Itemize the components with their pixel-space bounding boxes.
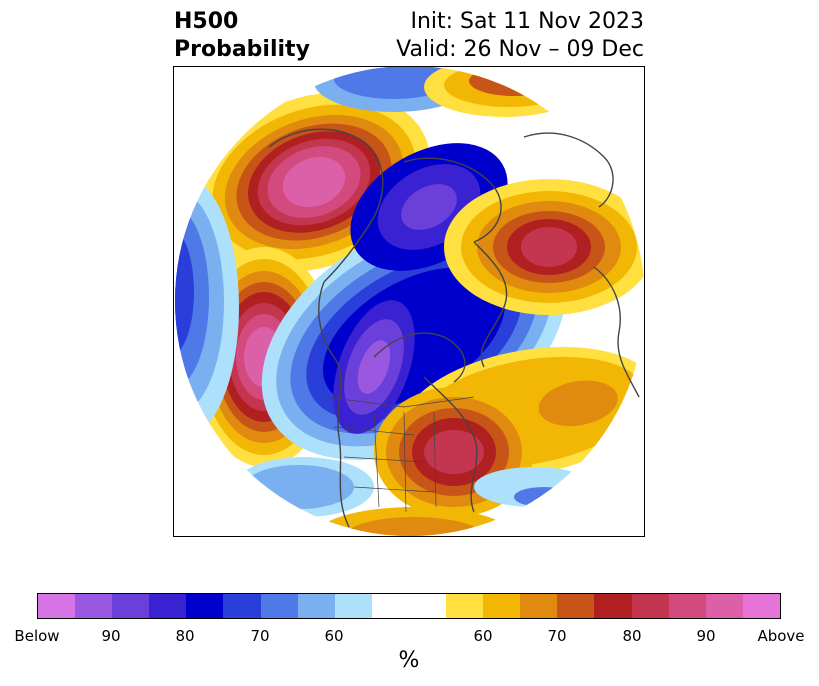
- colorbar-tick-above-90: 90: [696, 627, 716, 645]
- colorbar-segment-below-3: [149, 594, 187, 618]
- map-canvas: [175, 67, 644, 536]
- map-title: H500 Probability: [174, 8, 310, 64]
- colorbar-segment-above-1: [483, 594, 521, 618]
- colorbar-segment-neutral: [371, 594, 447, 618]
- anomaly-below-west-edge: [175, 177, 239, 437]
- colorbar-tick-below-80: 80: [175, 627, 195, 645]
- colorbar-segment-below-4: [186, 594, 224, 618]
- coastlines: [268, 128, 640, 528]
- colorbar-segment-above-2: [520, 594, 558, 618]
- colorbar-segment-above-5: [631, 594, 669, 618]
- colorbar-segment-above-8: [742, 594, 780, 618]
- title-variable: H500: [174, 9, 239, 34]
- anomaly-below-southeast: [474, 467, 594, 507]
- colorbar-segment-below-5: [223, 594, 261, 618]
- colorbar-tick-above: Above: [757, 627, 805, 645]
- colorbar-segment-above-4: [594, 594, 632, 618]
- colorbar-segment-below-6: [260, 594, 298, 618]
- colorbar-segment-above-3: [557, 594, 595, 618]
- colorbar-tick-above-80: 80: [622, 627, 642, 645]
- anomaly-above-europe: [444, 179, 644, 315]
- colorbar-tick-below-60: 60: [324, 627, 344, 645]
- colorbar-segment-below-1: [75, 594, 113, 618]
- anomaly-below-southwest: [234, 457, 374, 517]
- probability-fields: [175, 67, 644, 536]
- borders: [323, 396, 475, 513]
- colorbar-tick-below-90: 90: [101, 627, 121, 645]
- colorbar-tick-below-70: 70: [250, 627, 270, 645]
- colorbar-segment-above-6: [668, 594, 706, 618]
- colorbar-segment-above-0: [446, 594, 484, 618]
- probability-colorbar: [37, 593, 781, 619]
- colorbar-segment-above-7: [705, 594, 743, 618]
- colorbar-segment-below-8: [334, 594, 372, 618]
- probability-map: [173, 66, 645, 537]
- colorbar-unit: %: [398, 648, 420, 673]
- colorbar-segment-below-2: [112, 594, 150, 618]
- init-date: Init: Sat 11 Nov 2023: [410, 9, 644, 34]
- map-dates: Init: Sat 11 Nov 2023 Valid: 26 Nov – 09…: [396, 8, 644, 64]
- colorbar-tick-below: Below: [14, 627, 60, 645]
- colorbar-segment-below-7: [297, 594, 335, 618]
- title-product: Probability: [174, 37, 310, 62]
- colorbar-tick-above-70: 70: [547, 627, 567, 645]
- colorbar-segment-below-0: [38, 594, 76, 618]
- colorbar-tick-above-60: 60: [473, 627, 493, 645]
- anomaly-above-south: [314, 507, 514, 536]
- valid-dates: Valid: 26 Nov – 09 Dec: [396, 37, 644, 62]
